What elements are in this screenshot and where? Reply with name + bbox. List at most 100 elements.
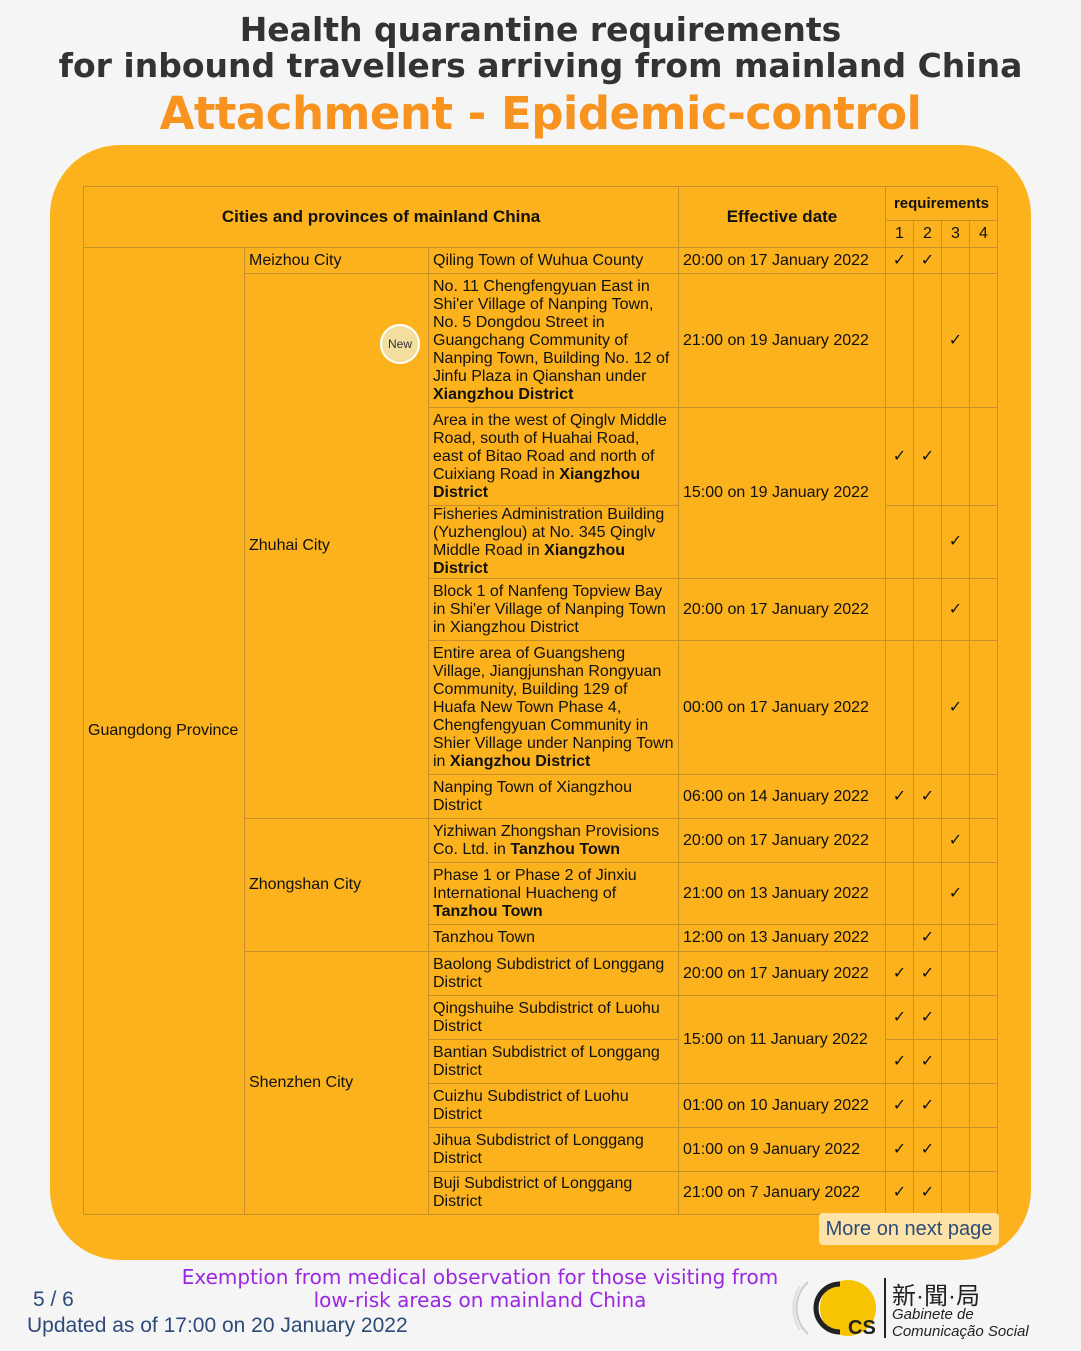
requirement-4-cell — [969, 995, 998, 1040]
table-row: Block 1 of Nanfeng Topview Bay in Shi'er… — [84, 578, 998, 641]
area-text: Xiangzhou District — [433, 542, 626, 577]
requirement-1-cell: ✓ — [885, 1083, 914, 1128]
requirement-2-cell: ✓ — [913, 407, 942, 506]
check-icon: ✓ — [920, 1008, 935, 1026]
check-icon: ✓ — [948, 533, 963, 550]
area-text: Qiling Town of Wuhua County — [433, 251, 644, 269]
area-text: Qingshuihe Subdistrict of Luohu District — [433, 999, 660, 1035]
area-text: Fisheries Administration Building (Yuzhe… — [433, 506, 665, 559]
area-cell: Bantian Subdistrict of Longgang District — [428, 1039, 679, 1084]
area-cell: Tanzhou Town — [428, 924, 679, 952]
city-cell: Zhongshan City — [244, 818, 429, 952]
effective-date-cell: 15:00 on 11 January 2022 — [678, 995, 886, 1084]
requirement-4-cell — [969, 247, 998, 274]
area-text: Phase 1 or Phase 2 of Jinxiu Internation… — [433, 866, 637, 902]
check-icon: ✓ — [892, 1008, 907, 1026]
check-icon: ✓ — [948, 600, 963, 618]
requirement-2-cell: ✓ — [913, 1127, 942, 1172]
area-cell: Qiling Town of Wuhua County — [428, 247, 679, 274]
requirement-2-cell — [913, 505, 942, 579]
requirement-2-cell: ✓ — [913, 247, 942, 274]
area-text: Baolong Subdistrict of Longgang District — [433, 955, 665, 991]
requirement-2-cell: ✓ — [913, 1039, 942, 1084]
area-cell: Qingshuihe Subdistrict of Luohu District — [428, 995, 679, 1040]
requirement-4-cell — [969, 1171, 998, 1215]
requirement-3-cell: ✓ — [941, 505, 970, 579]
requirement-3-cell — [941, 995, 970, 1040]
requirement-1-cell: ✓ — [885, 1171, 914, 1215]
page-indicator: 5 / 6 — [33, 1288, 74, 1311]
check-icon: ✓ — [892, 1140, 907, 1158]
logo-pt-2: Comunicação Social — [892, 1323, 1029, 1340]
check-icon: ✓ — [920, 251, 935, 269]
area-text: Xiangzhou District — [449, 752, 591, 770]
area-text: No. 11 Chengfengyuan East in Shi'er Vill… — [433, 277, 670, 385]
requirement-1-cell: ✓ — [885, 1039, 914, 1084]
effective-date-cell: 20:00 on 17 January 2022 — [678, 951, 886, 996]
check-icon: ✓ — [892, 251, 907, 269]
check-icon: ✓ — [892, 1096, 907, 1114]
requirement-3-cell — [941, 1039, 970, 1084]
next-section-title[interactable]: Exemption from medical observation for t… — [181, 1265, 779, 1312]
requirement-1-cell: ✓ — [885, 951, 914, 996]
requirement-4-cell — [969, 578, 998, 641]
area-text: Xiangzhou District — [433, 385, 574, 403]
table-row: Area in the west of Qinglv Middle Road, … — [84, 407, 998, 579]
check-icon: ✓ — [920, 964, 935, 982]
more-on-next-page-button[interactable]: More on next page — [819, 1213, 999, 1245]
requirement-2-cell — [913, 578, 942, 641]
check-icon: ✓ — [892, 787, 907, 805]
requirement-2-cell: ✓ — [913, 1171, 942, 1215]
updated-time: Updated as of 17:00 on 20 January 2022 — [27, 1314, 408, 1337]
area-cell: Jihua Subdistrict of Longgang District — [428, 1127, 679, 1172]
check-icon: ✓ — [948, 331, 963, 349]
requirement-1-cell — [885, 640, 914, 775]
check-icon: ✓ — [948, 831, 963, 849]
area-text: Tanzhou Town — [433, 929, 535, 946]
effective-date-cell: 06:00 on 14 January 2022 — [678, 774, 886, 819]
check-icon: ✓ — [920, 1052, 935, 1070]
effective-date-cell: 21:00 on 19 January 2022 — [678, 273, 886, 408]
city-cell: Shenzhen City — [244, 951, 429, 1215]
check-icon: ✓ — [892, 447, 907, 465]
area-text: Buji Subdistrict of Longgang District — [433, 1175, 633, 1210]
effective-date-cell: 12:00 on 13 January 2022 — [678, 924, 886, 952]
check-icon: ✓ — [920, 1140, 935, 1158]
requirement-1-cell: ✓ — [885, 1127, 914, 1172]
requirement-4-cell — [969, 1083, 998, 1128]
requirement-1-cell — [885, 862, 914, 925]
requirement-3-cell — [941, 247, 970, 274]
requirement-3-cell — [941, 407, 970, 506]
requirement-4-cell — [969, 1127, 998, 1172]
area-cell: Area in the west of Qinglv Middle Road, … — [428, 407, 679, 506]
requirement-1-cell — [885, 818, 914, 863]
area-text: Tanzhou Town — [510, 840, 620, 858]
requirement-1-cell: ✓ — [885, 774, 914, 819]
city-cell: Meizhou City — [244, 247, 429, 274]
area-text: Entire area of Guangsheng Village, Jiang… — [433, 644, 674, 770]
gcs-logo-mark-icon: CS — [792, 1280, 876, 1339]
title-line-2: for inbound travellers arriving from mai… — [58, 46, 1023, 85]
check-icon: ✓ — [920, 1096, 935, 1114]
requirement-3-cell: ✓ — [941, 862, 970, 925]
requirement-1-cell — [885, 273, 914, 408]
check-icon: ✓ — [948, 698, 963, 716]
requirement-4-cell — [969, 818, 998, 863]
area-text: Jihua Subdistrict of Longgang District — [433, 1131, 644, 1167]
requirement-3-cell: ✓ — [941, 818, 970, 863]
city-cell: Zhuhai City — [244, 273, 429, 819]
requirement-4-cell — [969, 407, 998, 506]
requirement-2-cell: ✓ — [913, 951, 942, 996]
area-cell: No. 11 Chengfengyuan East in Shi'er Vill… — [428, 273, 679, 408]
requirement-1-cell: ✓ — [885, 995, 914, 1040]
area-cell: Fisheries Administration Building (Yuzhe… — [428, 505, 679, 579]
requirement-2-cell: ✓ — [913, 995, 942, 1040]
requirement-1-cell: ✓ — [885, 407, 914, 506]
requirement-4-cell — [969, 505, 998, 579]
requirement-4-cell — [969, 640, 998, 775]
logo-pt-1: Gabinete de — [892, 1306, 974, 1323]
requirement-2-cell — [913, 640, 942, 775]
table-row: Nanping Town of Xiangzhou District 06:00 … — [84, 774, 998, 819]
effective-date-cell: 20:00 on 17 January 2022 — [678, 247, 886, 274]
gcs-logo: CS 新·聞·局 Gabinete de Comunicação Social — [790, 1272, 1060, 1342]
